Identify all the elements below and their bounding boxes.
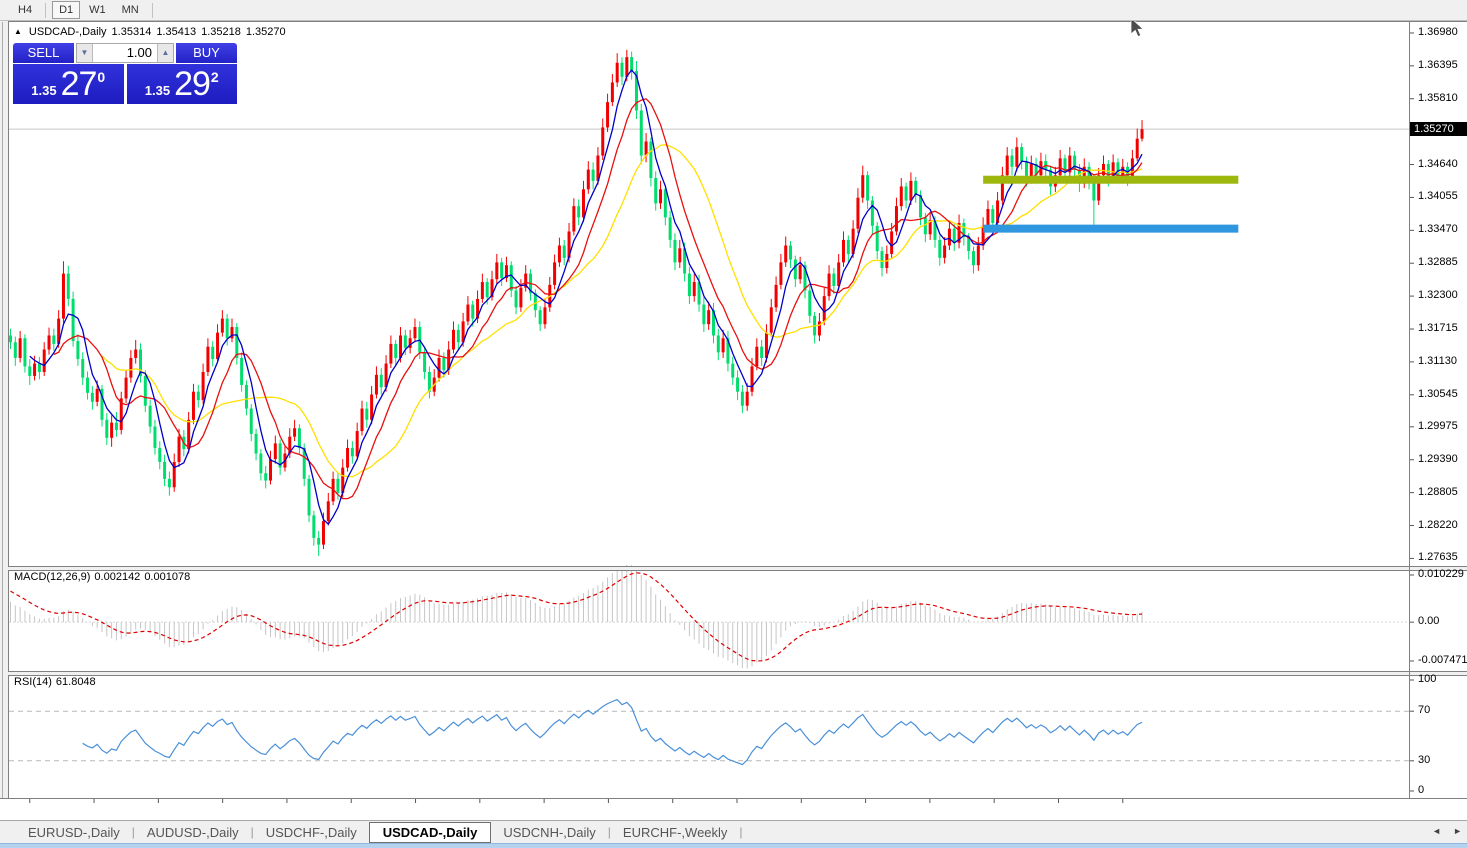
macd-tick-label: 0.00 bbox=[1418, 615, 1440, 628]
toolbar-separator bbox=[45, 2, 47, 18]
tf-w1-button[interactable]: W1 bbox=[89, 4, 106, 16]
tf-mn-button[interactable]: MN bbox=[121, 4, 139, 16]
price-tick-label: 1.28805 bbox=[1418, 485, 1458, 498]
buy-price-big: 29 bbox=[174, 65, 211, 103]
candles-layer bbox=[9, 49, 1144, 556]
chart-symbol: USDCAD-,Daily bbox=[28, 26, 107, 38]
macd-tick-label: 0.010229 bbox=[1418, 568, 1464, 580]
ma-line-MA-mid bbox=[53, 98, 1143, 500]
price-tick-label: 1.29975 bbox=[1418, 419, 1458, 432]
chart-tab-eurusd-daily[interactable]: EURUSD-,Daily bbox=[28, 824, 120, 840]
ohlc-high: 1.35413 bbox=[156, 26, 197, 38]
price-tick-label: 1.27635 bbox=[1418, 551, 1458, 564]
timeframe-toolbar: H4 D1 W1 MN bbox=[0, 0, 1467, 21]
rsi-value: 61.8048 bbox=[55, 676, 96, 688]
price-tick-label: 1.32300 bbox=[1418, 289, 1458, 302]
price-axis-divider bbox=[1409, 22, 1410, 798]
price-tick-label: 1.34640 bbox=[1418, 157, 1458, 170]
window-left-border bbox=[2, 22, 3, 798]
ma-line-MA-slow bbox=[101, 144, 1143, 478]
price-tick-label: 1.33470 bbox=[1418, 223, 1458, 236]
buy-price-box[interactable]: 1.35 29 2 bbox=[126, 64, 237, 104]
rsi-tick-label: 0 bbox=[1418, 784, 1425, 796]
mouse-cursor bbox=[1130, 17, 1145, 38]
bottom-edge bbox=[0, 843, 1467, 848]
macd-main-value: 0.002142 bbox=[94, 571, 141, 583]
volume-spinner: ▼ 1.00 ▲ bbox=[76, 43, 174, 63]
tab-scroll-left-icon[interactable]: ◄ bbox=[1432, 826, 1442, 836]
buy-button[interactable]: BUY bbox=[176, 43, 237, 63]
rsi-name: RSI(14) bbox=[14, 676, 52, 688]
ma-line-MA-fast bbox=[29, 69, 1143, 526]
price-tick-label: 1.31130 bbox=[1418, 354, 1457, 367]
tab-separator: | bbox=[607, 825, 611, 839]
rsi-tick-label: 70 bbox=[1418, 704, 1431, 717]
ohlc-open: 1.35314 bbox=[111, 26, 152, 38]
sell-price-prefix: 1.35 bbox=[31, 83, 57, 98]
volume-decrease-button[interactable]: ▼ bbox=[80, 48, 89, 57]
pane-separator-main-macd[interactable] bbox=[8, 566, 1467, 571]
volume-increase-button[interactable]: ▲ bbox=[161, 48, 170, 57]
sell-price-box[interactable]: 1.35 27 0 bbox=[13, 64, 124, 104]
macd-signal-line bbox=[10, 572, 1143, 662]
date-ticks bbox=[29, 799, 1124, 803]
price-tick-label: 1.31715 bbox=[1418, 322, 1458, 334]
volume-input[interactable]: 1.00 bbox=[92, 44, 158, 62]
buy-price-sup: 2 bbox=[210, 68, 219, 85]
chart-tabs-bar: EURUSD-,Daily | AUDUSD-,Daily | USDCHF-,Dail… bbox=[0, 820, 1467, 843]
ohlc-close: 1.35270 bbox=[245, 26, 286, 38]
ohlc-low: 1.35218 bbox=[201, 26, 241, 38]
sell-button[interactable]: SELL bbox=[13, 43, 74, 63]
price-tick-label: 1.34055 bbox=[1418, 190, 1458, 203]
toolbar-separator bbox=[151, 2, 153, 18]
chart-tab-eurchf-weekly[interactable]: EURCHF-,Weekly bbox=[622, 824, 728, 840]
price-tick-label: 1.30545 bbox=[1418, 387, 1458, 400]
one-click-trading-panel: SELL ▼ 1.00 ▲ BUY 1.35 27 0 1.35 29 2 bbox=[13, 43, 237, 104]
chart-tab-usdchf-daily[interactable]: USDCHF-,Daily bbox=[265, 824, 357, 840]
price-tick-label: 1.29390 bbox=[1418, 452, 1458, 465]
tab-separator: | bbox=[131, 825, 135, 839]
pane-separator-macd-rsi[interactable] bbox=[8, 671, 1467, 676]
tab-separator: | bbox=[250, 825, 254, 839]
chart-tab-audusd-daily[interactable]: AUDUSD-,Daily bbox=[146, 824, 239, 840]
macd-name: MACD(12,26,9) bbox=[14, 571, 91, 583]
tab-scroll-controls: ◄ ► bbox=[1432, 826, 1462, 836]
rsi-tick-label: 100 bbox=[1418, 673, 1437, 685]
price-tick-label: 1.32885 bbox=[1418, 256, 1458, 269]
macd-signal-value: 0.001078 bbox=[144, 571, 191, 583]
resistance-line[interactable] bbox=[983, 175, 1239, 184]
rsi-tick-label: 30 bbox=[1418, 753, 1431, 766]
price-tick-label: 1.28220 bbox=[1418, 518, 1458, 531]
support-line[interactable] bbox=[983, 224, 1239, 233]
current-price-badge: 1.35270 bbox=[1410, 122, 1467, 136]
sell-price-sup: 0 bbox=[97, 68, 106, 85]
rsi-line bbox=[82, 698, 1143, 766]
tf-h4-button[interactable]: H4 bbox=[18, 4, 33, 16]
chart-tab-usdcad-daily[interactable]: USDCAD-,Daily bbox=[368, 821, 492, 843]
tf-d1-button[interactable]: D1 bbox=[52, 1, 81, 19]
price-tick-label: 1.36980 bbox=[1418, 25, 1458, 38]
tab-separator: | bbox=[739, 825, 743, 839]
buy-price-prefix: 1.35 bbox=[144, 83, 171, 98]
collapse-triangle-icon: ▲ bbox=[14, 27, 22, 36]
macd-tick-label: -0.007471 bbox=[1418, 653, 1467, 666]
date-axis bbox=[0, 798, 1467, 820]
sell-price-big: 27 bbox=[60, 65, 98, 103]
price-tick-label: 1.36395 bbox=[1418, 58, 1458, 71]
tab-scroll-right-icon[interactable]: ► bbox=[1453, 826, 1462, 836]
chart-title: ▲ USDCAD-,Daily 1.35314 1.35413 1.35218 1.352… bbox=[14, 26, 286, 38]
price-tick-label: 1.35810 bbox=[1418, 91, 1458, 104]
rsi-indicator-label: RSI(14) 61.8048 bbox=[14, 676, 100, 688]
macd-indicator-label: MACD(12,26,9) 0.002142 0.001078 bbox=[14, 571, 194, 583]
chart-tab-usdcnh-daily[interactable]: USDCNH-,Daily bbox=[503, 824, 596, 840]
